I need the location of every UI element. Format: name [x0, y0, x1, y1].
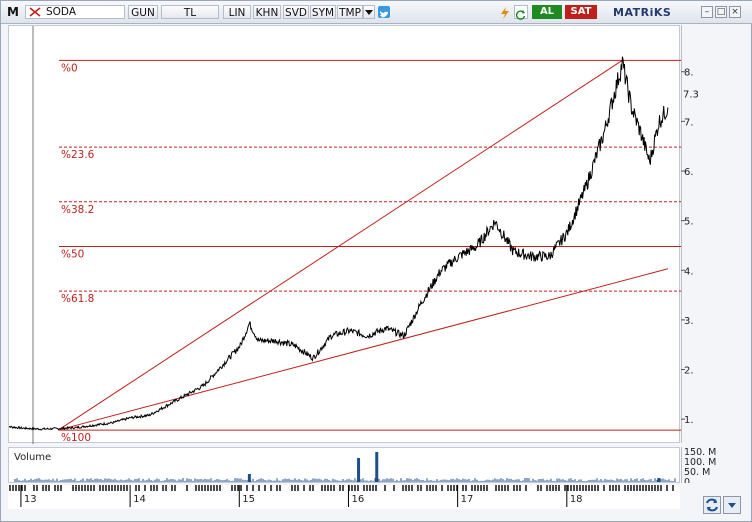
trendline-1 — [58, 268, 669, 431]
period-button[interactable]: GUN — [128, 5, 158, 19]
refresh-icon[interactable] — [514, 5, 528, 20]
time-axis-svg: 13 14 15 16 17 18 — [9, 485, 674, 507]
svd-button[interactable]: SVD — [283, 5, 309, 19]
maximize-icon[interactable]: □ — [715, 6, 727, 18]
zoom-dropdown-icon[interactable] — [723, 496, 741, 514]
price-tick-label-7: 8. — [684, 68, 694, 79]
volume-spike-1 — [357, 458, 361, 482]
fib-label-2: %38.2 — [61, 204, 94, 216]
price-tick-label-3: 4. — [684, 266, 694, 277]
lin-button[interactable]: LIN — [223, 5, 251, 19]
dropdown-arrow-icon[interactable] — [363, 5, 375, 19]
volume-tick-label-0: 150. M — [684, 447, 716, 458]
cursor-icon — [29, 7, 41, 17]
volume-panel[interactable]: Volume — [8, 447, 680, 483]
trendline-0 — [58, 59, 623, 431]
price-chart[interactable]: %0 %23.6 %38.2 %50 %61.8 %100 — [3, 25, 681, 444]
price-tick-label-1: 2. — [684, 366, 694, 377]
volume-spike-2 — [375, 452, 379, 482]
brand-logo: MATRiKS — [613, 6, 672, 19]
volume-svg: Volume — [14, 452, 676, 482]
scroll-sync-icon[interactable] — [703, 496, 721, 514]
time-tick-label-4: 17 — [461, 494, 474, 505]
time-tick-label-0: 13 — [24, 494, 37, 505]
lightning-icon[interactable] — [499, 5, 511, 19]
volume-spike-3 — [657, 478, 661, 482]
last-value-label: 7.3 — [683, 89, 699, 100]
volume-label: Volume — [14, 452, 51, 463]
toolbar: M SODA GUN TL LIN KHN SVD SYM TMP AL SAT… — [1, 1, 752, 24]
time-tick-label-1: 14 — [133, 494, 146, 505]
price-tick-label-0: 1. — [684, 415, 694, 426]
app-logo: M — [7, 5, 19, 19]
tmp-button[interactable]: TMP — [337, 5, 363, 19]
time-tick-label-5: 18 — [570, 494, 583, 505]
twitter-icon[interactable] — [378, 6, 390, 18]
price-axis: 1. 2. 3. 4. 5. 6. 7. 8. 7.3 — [680, 25, 751, 443]
currency-button[interactable]: TL — [161, 5, 219, 19]
fib-label-3: %50 — [61, 248, 84, 260]
sell-button[interactable]: SAT — [565, 5, 597, 19]
close-icon[interactable]: × — [729, 6, 741, 18]
time-tick-label-3: 16 — [351, 494, 364, 505]
price-chart-svg: %0 %23.6 %38.2 %50 %61.8 %100 — [3, 26, 681, 444]
fib-label-1: %23.6 — [61, 149, 95, 161]
time-axis: 13 14 15 16 17 18 — [8, 485, 680, 509]
volume-spike-0 — [247, 474, 251, 482]
price-axis-svg: 1. 2. 3. 4. 5. 6. 7. 8. 7.3 — [680, 25, 699, 443]
fib-label-5: %100 — [61, 432, 91, 444]
symbol-text: SODA — [46, 6, 77, 18]
minimize-icon[interactable]: – — [701, 6, 713, 18]
sym-button[interactable]: SYM — [310, 5, 336, 19]
volume-tick-label-2: 50. M — [684, 467, 710, 478]
volume-tick-label-3: 0 — [684, 477, 690, 483]
time-tick-label-2: 15 — [242, 494, 255, 505]
price-tick-label-4: 5. — [684, 217, 694, 228]
volume-tick-label-1: 100. M — [684, 457, 716, 468]
buy-button[interactable]: AL — [532, 5, 562, 19]
price-tick-label-5: 6. — [684, 167, 694, 178]
fib-label-0: %0 — [61, 62, 78, 74]
symbol-input[interactable]: SODA — [25, 5, 125, 19]
khn-button[interactable]: KHN — [253, 5, 281, 19]
price-tick-label-6: 7. — [684, 117, 694, 128]
price-series-line — [3, 56, 669, 431]
fib-label-4: %61.8 — [61, 293, 94, 305]
price-tick-label-2: 3. — [684, 316, 694, 327]
